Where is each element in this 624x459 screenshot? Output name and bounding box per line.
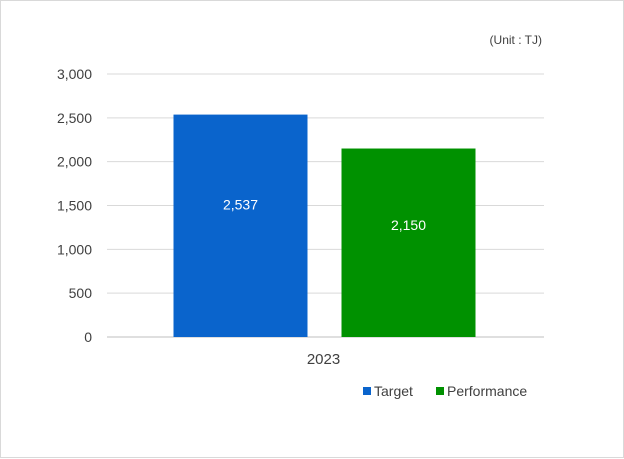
legend-swatch-target	[363, 387, 371, 395]
y-tick-label: 1,000	[57, 241, 92, 257]
data-labels: 2,537 2,150	[223, 197, 426, 233]
bar-target	[173, 114, 308, 338]
x-axis-labels: 2023	[307, 351, 340, 368]
data-label-target: 2,537	[223, 197, 258, 213]
y-tick-label: 0	[84, 329, 92, 345]
data-label-performance: 2,150	[391, 217, 426, 233]
bars	[173, 114, 476, 338]
y-tick-label: 2,500	[57, 110, 92, 126]
y-tick-label: 3,000	[57, 66, 92, 82]
legend-label-target: Target	[374, 383, 413, 399]
unit-label: (Unit : TJ)	[490, 33, 542, 47]
gridlines	[107, 73, 544, 338]
legend-label-performance: Performance	[447, 383, 527, 399]
x-category-label: 2023	[307, 351, 340, 368]
y-axis-ticks: 0 500 1,000 1,500 2,000 2,500 3,000	[57, 66, 92, 345]
y-tick-label: 500	[69, 285, 93, 301]
y-tick-label: 2,000	[57, 154, 92, 170]
bar-performance	[341, 148, 476, 337]
y-tick-label: 1,500	[57, 198, 92, 214]
legend-swatch-performance	[436, 387, 444, 395]
legend: Target Performance	[363, 383, 527, 399]
